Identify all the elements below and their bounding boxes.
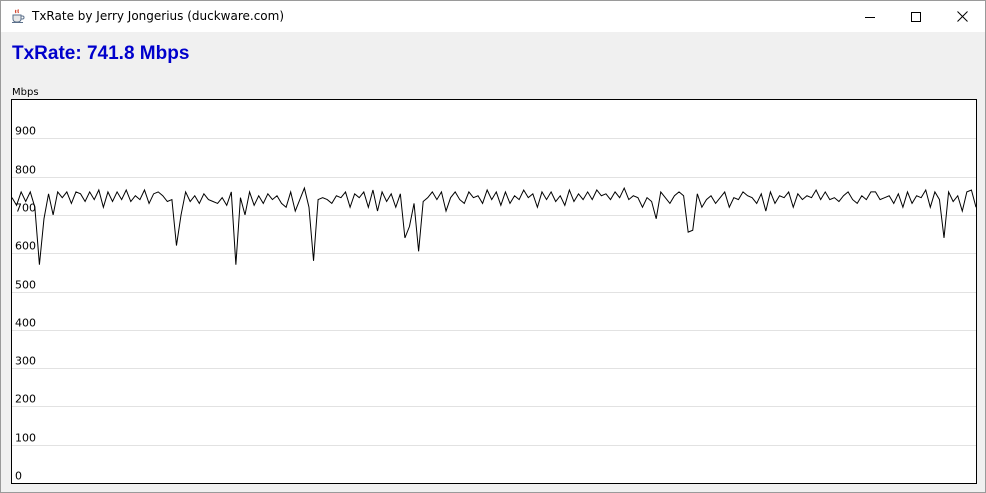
- throughput-chart: 0 100 200 300 400 500 600 700 800 900: [11, 99, 977, 484]
- close-icon: [956, 7, 968, 26]
- chart-plot-area: [11, 99, 977, 484]
- window-title: TxRate by Jerry Jongerius (duckware.com): [32, 9, 285, 23]
- current-rate-readout: TxRate: 741.8 Mbps: [12, 43, 190, 64]
- y-tick-label: 0: [15, 470, 22, 483]
- y-tick-label: 900: [15, 125, 36, 138]
- y-tick-label: 600: [15, 240, 36, 253]
- y-axis-unit-label: Mbps: [12, 87, 39, 98]
- close-button[interactable]: [939, 1, 985, 32]
- series-line: [11, 186, 977, 265]
- y-tick-label: 800: [15, 164, 36, 177]
- y-tick-label: 300: [15, 355, 36, 368]
- maximize-button[interactable]: [893, 1, 939, 32]
- minimize-button[interactable]: [847, 1, 893, 32]
- java-coffee-cup-icon[interactable]: [10, 8, 26, 24]
- y-tick-label: 500: [15, 279, 36, 292]
- maximize-icon: [911, 7, 921, 26]
- y-tick-label: 200: [15, 393, 36, 406]
- title-bar[interactable]: TxRate by Jerry Jongerius (duckware.com): [1, 1, 985, 32]
- y-tick-label: 400: [15, 317, 36, 330]
- y-tick-label: 700: [15, 202, 36, 215]
- minimize-icon: [865, 7, 875, 26]
- y-tick-label: 100: [15, 432, 36, 445]
- chart-svg: 0 100 200 300 400 500 600 700 800 900: [11, 99, 977, 484]
